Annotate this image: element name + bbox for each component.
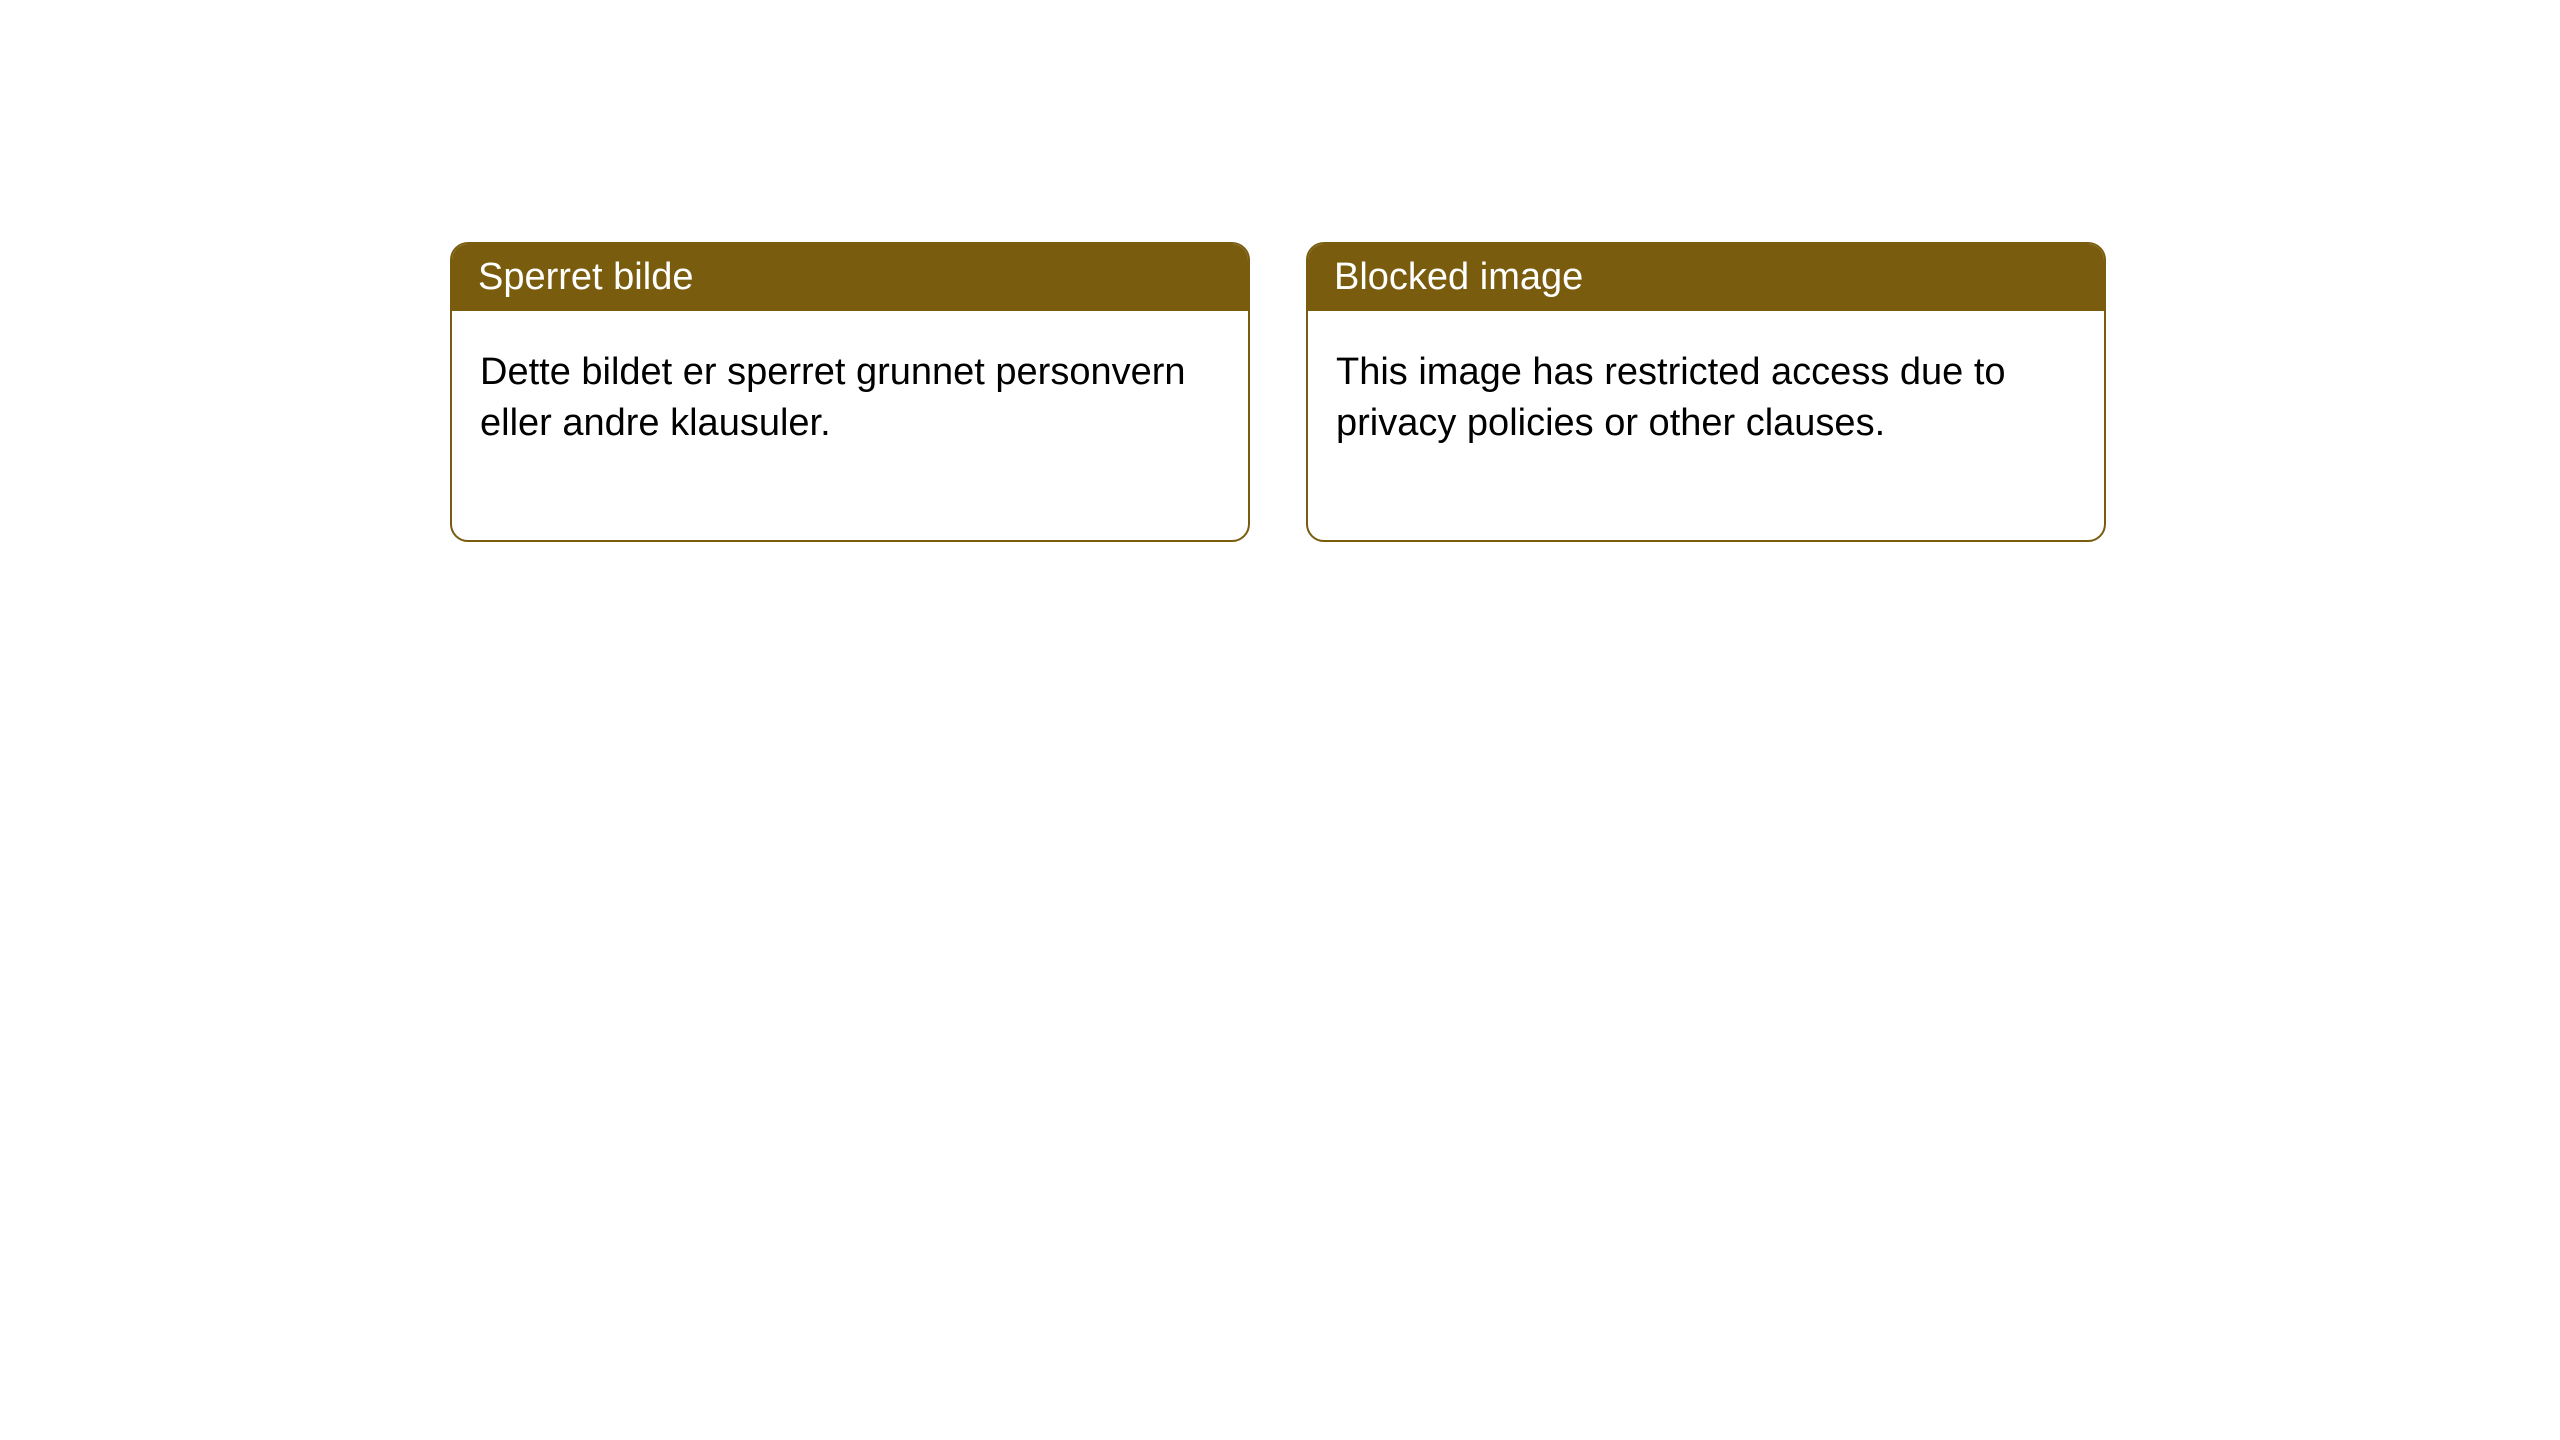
notice-header: Sperret bilde xyxy=(452,244,1248,311)
notice-body: Dette bildet er sperret grunnet personve… xyxy=(452,311,1248,540)
notice-body: This image has restricted access due to … xyxy=(1308,311,2104,540)
notice-box-norwegian: Sperret bilde Dette bildet er sperret gr… xyxy=(450,242,1250,542)
notice-box-english: Blocked image This image has restricted … xyxy=(1306,242,2106,542)
notice-body-text: This image has restricted access due to … xyxy=(1336,351,2006,444)
notice-container: Sperret bilde Dette bildet er sperret gr… xyxy=(0,0,2560,542)
notice-title: Sperret bilde xyxy=(478,256,693,298)
notice-title: Blocked image xyxy=(1334,256,1583,298)
notice-header: Blocked image xyxy=(1308,244,2104,311)
notice-body-text: Dette bildet er sperret grunnet personve… xyxy=(480,351,1186,444)
